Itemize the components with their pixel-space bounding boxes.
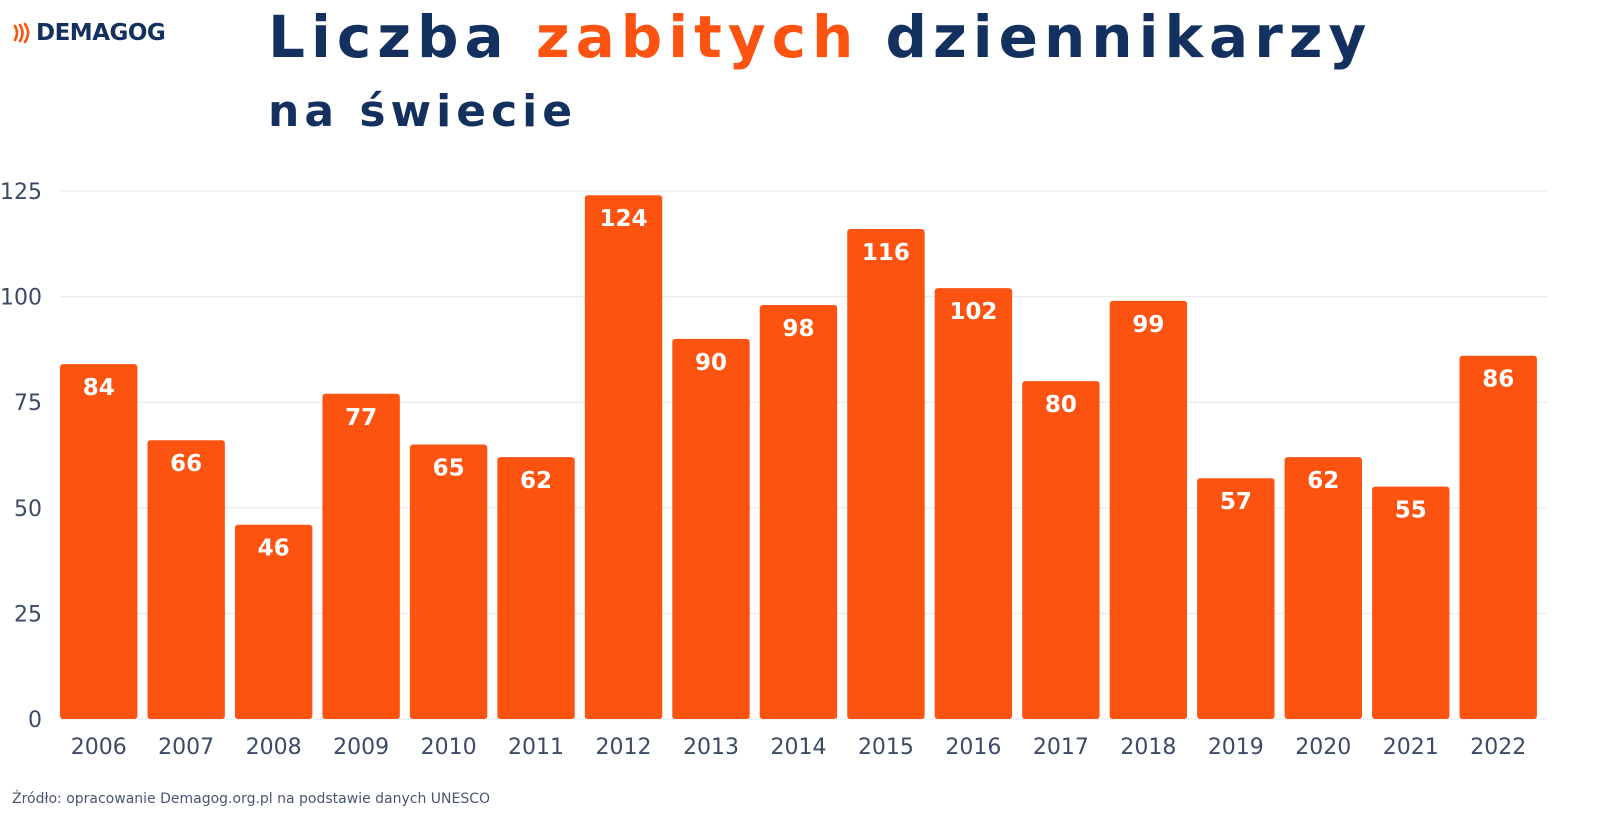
y-tick-label: 75 xyxy=(14,391,42,416)
x-tick-label: 2007 xyxy=(158,735,214,760)
bar-value-label: 55 xyxy=(1395,498,1427,524)
bar-value-label: 62 xyxy=(520,468,552,494)
x-tick-label: 2017 xyxy=(1033,735,1089,760)
x-tick-label: 2014 xyxy=(770,735,826,760)
bar-value-label: 62 xyxy=(1307,468,1339,494)
title-part1: Liczba xyxy=(268,3,536,71)
title-part2: dziennikarzy xyxy=(859,3,1373,71)
y-tick-label: 50 xyxy=(14,497,42,522)
x-tick-label: 2011 xyxy=(508,735,564,760)
bar xyxy=(1022,381,1100,719)
x-tick-label: 2009 xyxy=(333,735,389,760)
bar xyxy=(1284,457,1362,719)
bar-value-label: 90 xyxy=(695,350,727,376)
bar xyxy=(1109,300,1188,719)
bar-value-label: 124 xyxy=(600,206,648,232)
x-tick-label: 2006 xyxy=(71,735,127,760)
x-tick-label: 2020 xyxy=(1295,735,1351,760)
x-tick-label: 2018 xyxy=(1120,735,1176,760)
bar xyxy=(322,393,400,719)
bar xyxy=(934,288,1013,719)
x-tick-label: 2021 xyxy=(1383,735,1439,760)
bar xyxy=(847,229,925,720)
x-tick-label: 2015 xyxy=(858,735,914,760)
bar xyxy=(759,305,838,719)
bar-value-label: 99 xyxy=(1132,312,1164,338)
chart-subtitle: na świecie xyxy=(268,86,578,137)
x-tick-label: 2012 xyxy=(596,735,652,760)
bar-value-label: 98 xyxy=(782,316,814,342)
x-tick-label: 2019 xyxy=(1208,735,1264,760)
bar xyxy=(409,444,488,719)
bar-value-label: 102 xyxy=(949,299,997,325)
bar-value-label: 86 xyxy=(1482,367,1514,393)
bar xyxy=(1459,355,1537,719)
bar-value-label: 57 xyxy=(1220,489,1252,515)
bar-value-label: 116 xyxy=(862,240,910,266)
signal-waves-icon xyxy=(13,22,30,44)
bar xyxy=(60,364,138,719)
logo: DEMAGOG xyxy=(12,18,166,48)
bar xyxy=(672,338,750,719)
bar xyxy=(497,457,575,719)
y-tick-label: 0 xyxy=(28,708,42,733)
bar-value-label: 46 xyxy=(258,536,290,562)
y-tick-label: 125 xyxy=(0,180,42,205)
x-tick-label: 2010 xyxy=(421,735,477,760)
chart-title: Liczba zabitych dziennikarzy xyxy=(268,4,1372,70)
bar-value-label: 84 xyxy=(83,375,115,401)
bar xyxy=(1197,478,1275,719)
bar xyxy=(1372,486,1450,719)
y-tick-label: 100 xyxy=(0,286,42,311)
bar-value-label: 66 xyxy=(170,451,202,477)
y-tick-label: 25 xyxy=(14,602,42,627)
logo-text: DEMAGOG xyxy=(36,20,166,46)
x-tick-label: 2022 xyxy=(1470,735,1526,760)
bar-value-label: 80 xyxy=(1045,392,1077,418)
bar xyxy=(584,195,663,719)
bar xyxy=(147,440,225,719)
bar xyxy=(234,524,313,719)
bar-value-label: 77 xyxy=(345,405,377,431)
x-tick-label: 2013 xyxy=(683,735,739,760)
title-accent: zabitych xyxy=(535,3,860,71)
source-note: Źródło: opracowanie Demagog.org.pl na po… xyxy=(12,791,491,807)
x-tick-label: 2016 xyxy=(945,735,1001,760)
bar-value-label: 65 xyxy=(433,455,465,481)
x-tick-label: 2008 xyxy=(246,735,302,760)
